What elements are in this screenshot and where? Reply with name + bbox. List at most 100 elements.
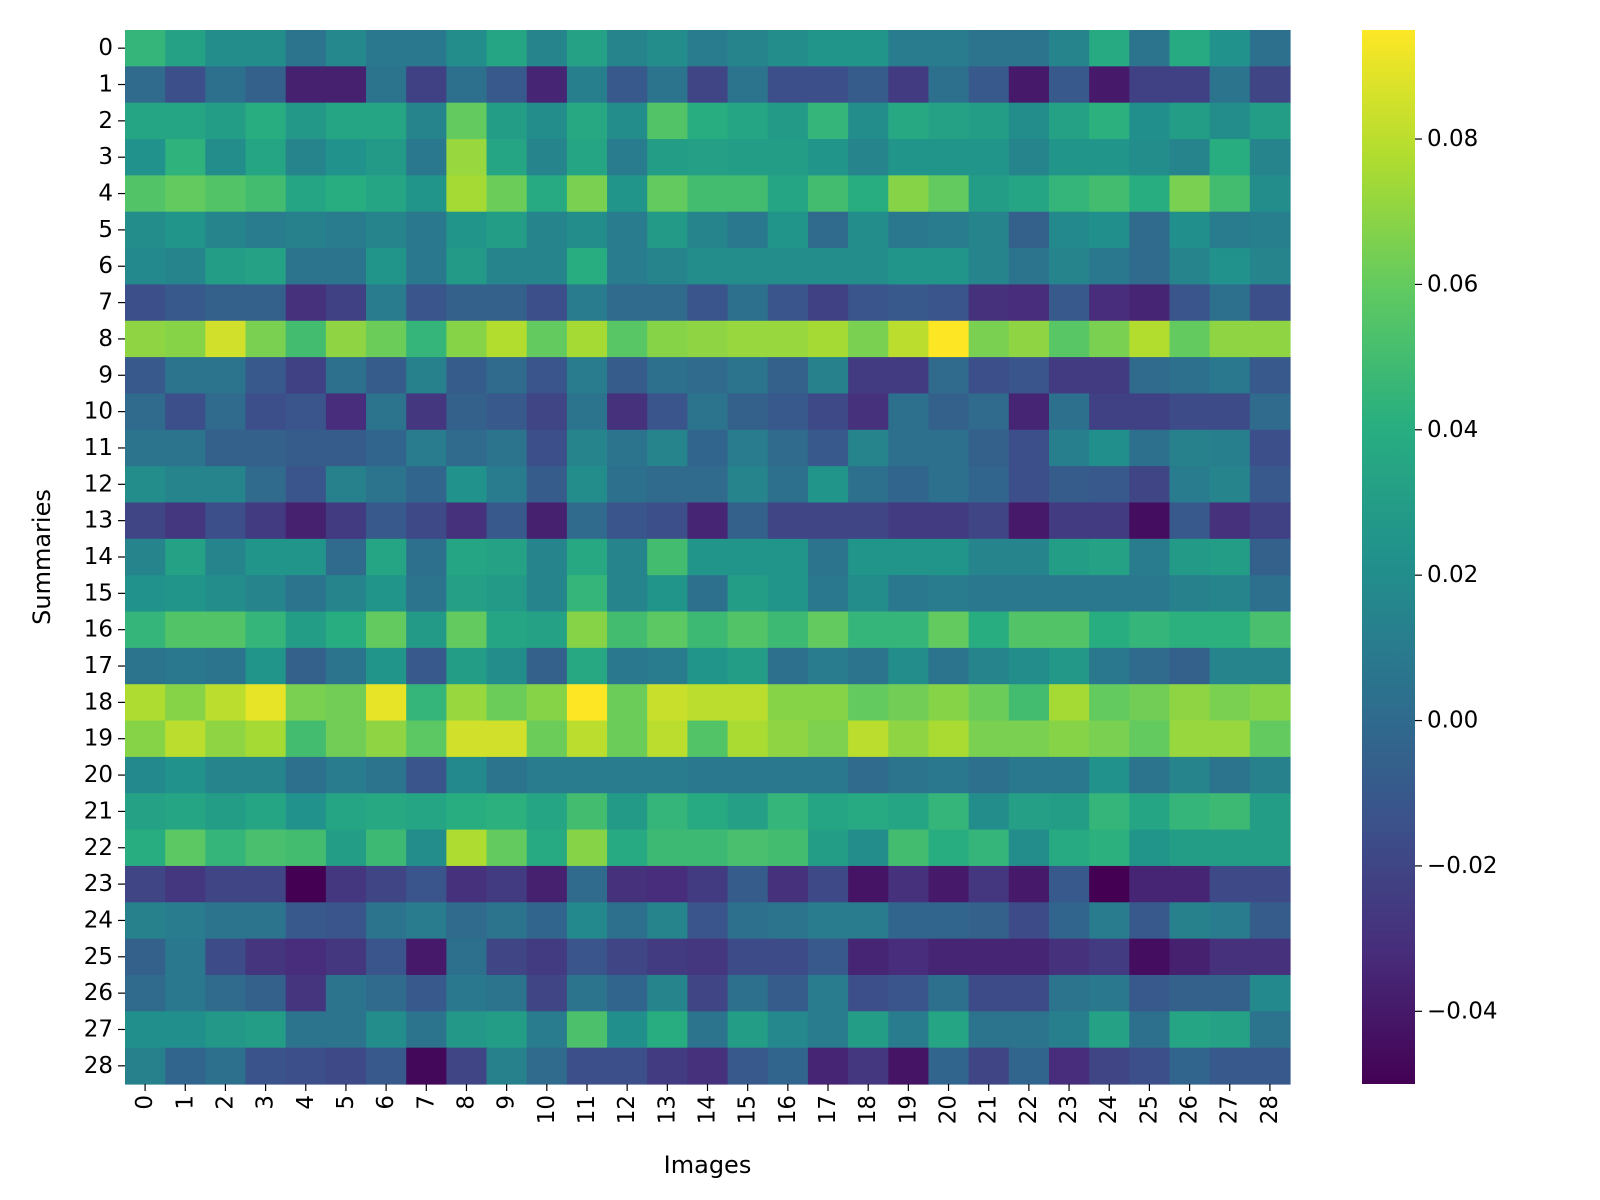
- heatmap-cell: [848, 1011, 889, 1049]
- heatmap-cell: [446, 1047, 488, 1085]
- heatmap-cell: [566, 538, 608, 576]
- heatmap-cell: [928, 611, 970, 649]
- heatmap-cell: [406, 829, 447, 867]
- heatmap-cell: [285, 320, 327, 358]
- heatmap-cell: [486, 502, 528, 540]
- heatmap-cell: [446, 393, 488, 431]
- heatmap-cell: [125, 611, 166, 649]
- heatmap-cell: [245, 502, 287, 540]
- heatmap-cell: [325, 720, 367, 758]
- heatmap-cell: [888, 756, 930, 794]
- heatmap-cell: [566, 865, 608, 903]
- heatmap-cell: [848, 829, 889, 867]
- heatmap-cell: [647, 974, 689, 1012]
- heatmap-cell: [888, 684, 930, 722]
- heatmap-cell: [366, 938, 407, 976]
- heatmap-cell: [888, 175, 930, 213]
- heatmap-cell: [406, 538, 447, 576]
- heatmap-cell: [888, 502, 930, 540]
- heatmap-cell: [285, 1047, 327, 1085]
- heatmap-cell: [1008, 284, 1050, 322]
- heatmap-cell: [1048, 974, 1090, 1012]
- heatmap-cell: [366, 793, 407, 831]
- heatmap-cell: [125, 684, 166, 722]
- heatmap-cell: [566, 211, 608, 249]
- heatmap-cell: [1129, 393, 1171, 431]
- heatmap-cell: [1129, 720, 1171, 758]
- x-tick-label: 0: [132, 1095, 158, 1110]
- heatmap-cell: [888, 974, 930, 1012]
- heatmap-cell: [205, 938, 247, 976]
- heatmap-cell: [1089, 357, 1130, 395]
- heatmap-cell: [446, 756, 488, 794]
- heatmap-cell: [285, 974, 327, 1012]
- heatmap-cell: [647, 865, 689, 903]
- heatmap-cell: [727, 938, 769, 976]
- heatmap-cell: [1089, 429, 1130, 467]
- heatmap-cell: [245, 938, 287, 976]
- heatmap-cell: [1249, 175, 1291, 213]
- heatmap-cell: [285, 720, 327, 758]
- heatmap-cell: [1089, 865, 1130, 903]
- heatmap-cell: [205, 647, 247, 685]
- heatmap-cell: [1129, 793, 1171, 831]
- heatmap-cell: [1249, 684, 1291, 722]
- heatmap-cell: [767, 865, 809, 903]
- heatmap-cell: [446, 793, 488, 831]
- heatmap-cell: [928, 66, 970, 104]
- heatmap-cell: [928, 829, 970, 867]
- heatmap-cell: [366, 902, 407, 940]
- heatmap-cell: [767, 647, 809, 685]
- heatmap-cell: [566, 575, 608, 613]
- colorbar-tick-label: −0.02: [1427, 853, 1497, 879]
- heatmap-cell: [607, 938, 648, 976]
- heatmap-cell: [486, 611, 528, 649]
- heatmap-cell: [727, 211, 769, 249]
- heatmap-cell: [1209, 139, 1251, 176]
- heatmap-cell: [968, 974, 1010, 1012]
- heatmap-cell: [366, 211, 407, 249]
- heatmap-cell: [807, 938, 849, 976]
- heatmap-cell: [285, 175, 327, 213]
- heatmap-cell: [1129, 466, 1171, 504]
- heatmap-cell: [1089, 175, 1130, 213]
- heatmap-cell: [888, 284, 930, 322]
- heatmap-cell: [647, 647, 689, 685]
- heatmap-cell: [607, 393, 648, 431]
- heatmap-cell: [366, 393, 407, 431]
- heatmap-cell: [1129, 575, 1171, 613]
- heatmap-cell: [968, 211, 1010, 249]
- heatmap-cell: [205, 429, 247, 467]
- heatmap-cell: [486, 865, 528, 903]
- heatmap-cell: [125, 575, 166, 613]
- heatmap-cell: [807, 357, 849, 395]
- heatmap-cell: [325, 793, 367, 831]
- heatmap-cell: [205, 538, 247, 576]
- heatmap-cell: [1169, 102, 1211, 140]
- heatmap-cell: [727, 393, 769, 431]
- heatmap-cell: [928, 320, 970, 358]
- heatmap-cell: [928, 211, 970, 249]
- heatmap-cell: [1008, 974, 1050, 1012]
- heatmap-cell: [807, 720, 849, 758]
- heatmap-cell: [526, 429, 568, 467]
- heatmap-cell: [366, 575, 407, 613]
- heatmap-cell: [1249, 393, 1291, 431]
- heatmap-cell: [366, 139, 407, 176]
- heatmap-cell: [727, 575, 769, 613]
- heatmap-cell: [848, 865, 889, 903]
- heatmap-cell: [406, 974, 447, 1012]
- heatmap-cell: [1169, 30, 1211, 67]
- heatmap-cell: [125, 647, 166, 685]
- x-tick-label: 14: [695, 1095, 721, 1124]
- heatmap-cell: [406, 720, 447, 758]
- heatmap-cell: [848, 938, 889, 976]
- heatmap-cell: [807, 393, 849, 431]
- heatmap-cell: [446, 466, 488, 504]
- heatmap-cell: [968, 320, 1010, 358]
- heatmap-cell: [1048, 865, 1090, 903]
- heatmap-cell: [1129, 611, 1171, 649]
- heatmap-cell: [285, 429, 327, 467]
- heatmap-cell: [165, 1047, 206, 1085]
- heatmap-cell: [406, 756, 447, 794]
